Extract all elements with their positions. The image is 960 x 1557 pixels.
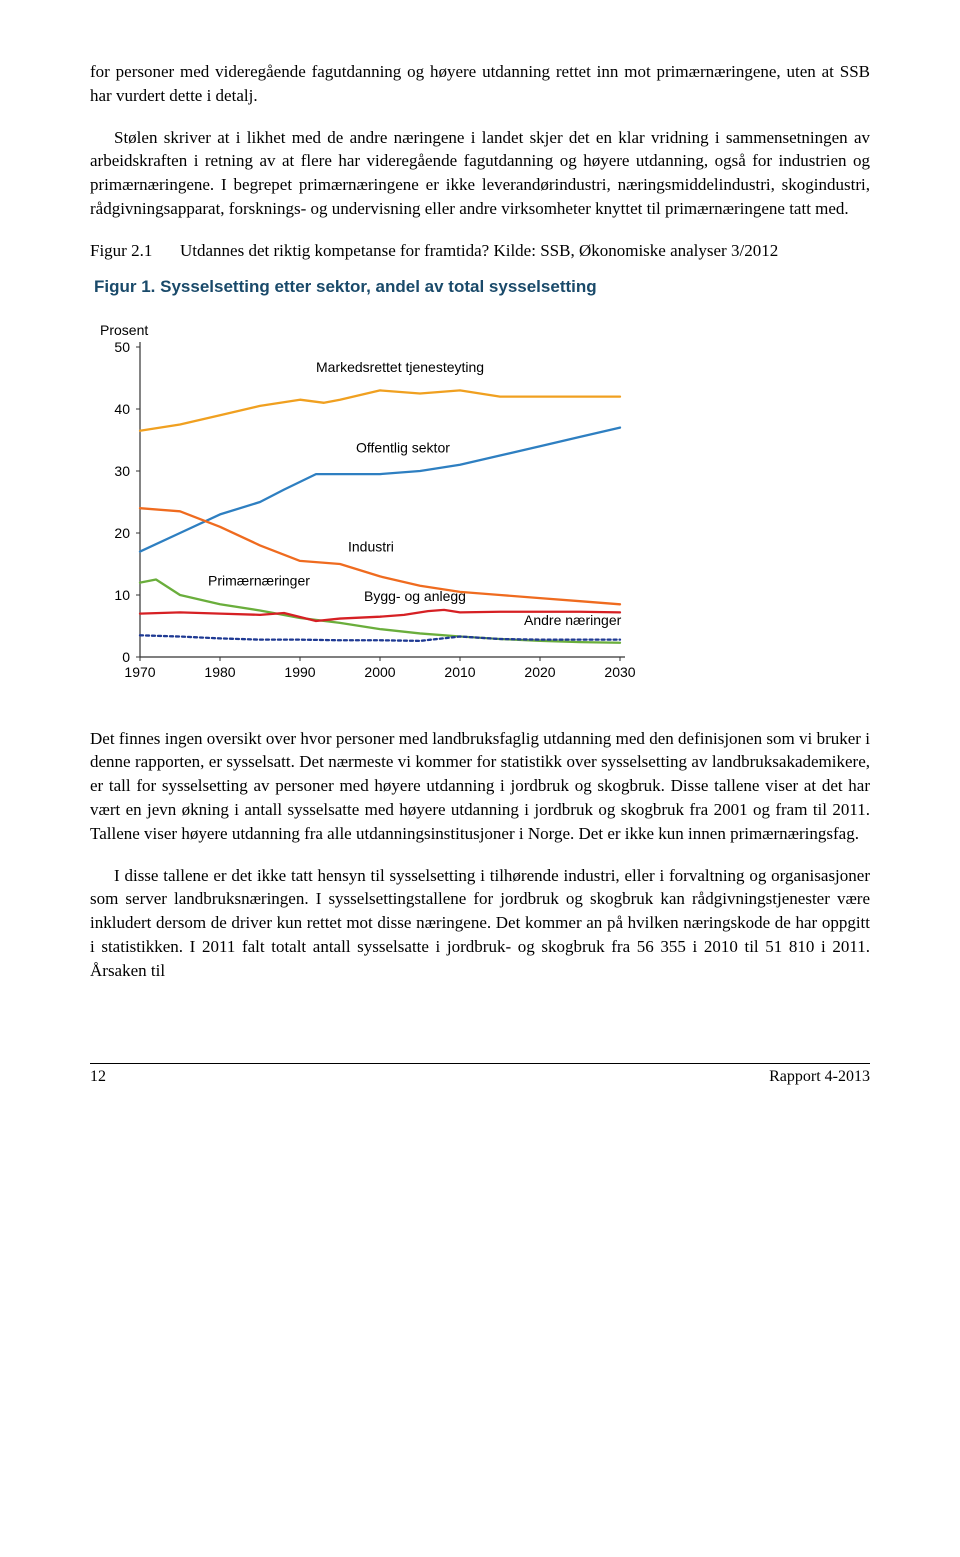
figure-caption-text: Utdannes det riktig kompetanse for framt… (180, 239, 870, 263)
chart-title: Figur 1. Sysselsetting etter sektor, and… (94, 277, 870, 297)
figure-number: Figur 2.1 (90, 239, 180, 263)
body-paragraph-3: Det finnes ingen oversikt over hvor pers… (90, 727, 870, 846)
svg-text:50: 50 (114, 339, 130, 355)
svg-text:2010: 2010 (444, 664, 475, 680)
svg-text:Primærnæringer: Primærnæringer (208, 572, 310, 588)
svg-text:20: 20 (114, 525, 130, 541)
body-paragraph-2: Stølen skriver at i likhet med de andre … (90, 126, 870, 221)
page-footer: 12 Rapport 4-2013 (90, 1063, 870, 1086)
svg-text:1970: 1970 (124, 664, 155, 680)
svg-text:Industri: Industri (348, 538, 394, 554)
svg-text:10: 10 (114, 587, 130, 603)
svg-text:40: 40 (114, 401, 130, 417)
svg-text:Markedsrettet tjenesteyting: Markedsrettet tjenesteyting (316, 358, 484, 374)
svg-text:Bygg- og anlegg: Bygg- og anlegg (364, 588, 466, 604)
body-paragraph-1: for personer med videregående fagutdanni… (90, 60, 870, 108)
report-id: Rapport 4-2013 (769, 1068, 870, 1086)
svg-text:1980: 1980 (204, 664, 235, 680)
figure-caption: Figur 2.1 Utdannes det riktig kompetanse… (90, 239, 870, 263)
svg-text:2030: 2030 (604, 664, 635, 680)
svg-text:1990: 1990 (284, 664, 315, 680)
svg-text:2020: 2020 (524, 664, 555, 680)
employment-sector-chart: Figur 1. Sysselsetting etter sektor, and… (90, 277, 870, 697)
svg-text:Prosent: Prosent (100, 322, 148, 338)
svg-text:Offentlig sektor: Offentlig sektor (356, 439, 450, 455)
svg-text:2000: 2000 (364, 664, 395, 680)
page-number: 12 (90, 1068, 106, 1086)
line-chart-svg: Prosent010203040501970198019902000201020… (90, 317, 650, 697)
svg-text:30: 30 (114, 463, 130, 479)
body-paragraph-4: I disse tallene er det ikke tatt hensyn … (90, 864, 870, 983)
svg-text:Andre næringer: Andre næringer (524, 611, 622, 627)
svg-text:0: 0 (122, 649, 130, 665)
